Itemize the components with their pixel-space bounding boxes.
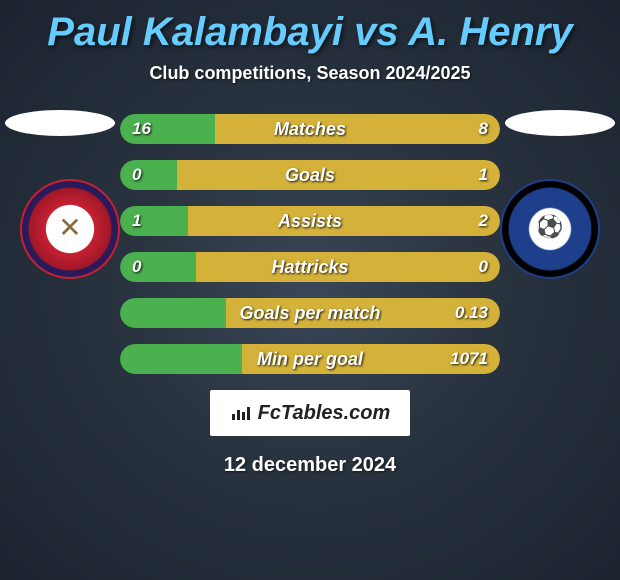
left-team-badge: [20, 179, 120, 279]
stat-label: Assists: [120, 206, 500, 236]
stat-label: Goals per match: [120, 298, 500, 328]
comparison-title: Paul Kalambayi vs A. Henry: [0, 0, 620, 55]
comparison-main: 168Matches 01Goals 12Assists 00Hattricks 0.1…: [0, 114, 620, 477]
stat-row: 00Hattricks: [120, 252, 500, 282]
attribution-box: FcTables.com: [210, 390, 410, 436]
stat-label: Min per goal: [120, 344, 500, 374]
stat-row: 168Matches: [120, 114, 500, 144]
chart-icon: [230, 404, 254, 422]
stat-label: Goals: [120, 160, 500, 190]
stat-label: Hattricks: [120, 252, 500, 282]
comparison-subtitle: Club competitions, Season 2024/2025: [0, 63, 620, 84]
stat-row: 0.13Goals per match: [120, 298, 500, 328]
attribution-text: FcTables.com: [258, 402, 391, 425]
stat-label: Matches: [120, 114, 500, 144]
left-team-ellipse: [5, 110, 115, 136]
stat-row: 12Assists: [120, 206, 500, 236]
snapshot-date: 12 december 2024: [0, 454, 620, 477]
right-team-ellipse: [505, 110, 615, 136]
stat-row: 01Goals: [120, 160, 500, 190]
stat-rows-container: 168Matches 01Goals 12Assists 00Hattricks 0.1…: [120, 114, 500, 374]
stat-row: 1071Min per goal: [120, 344, 500, 374]
right-team-badge: [500, 179, 600, 279]
